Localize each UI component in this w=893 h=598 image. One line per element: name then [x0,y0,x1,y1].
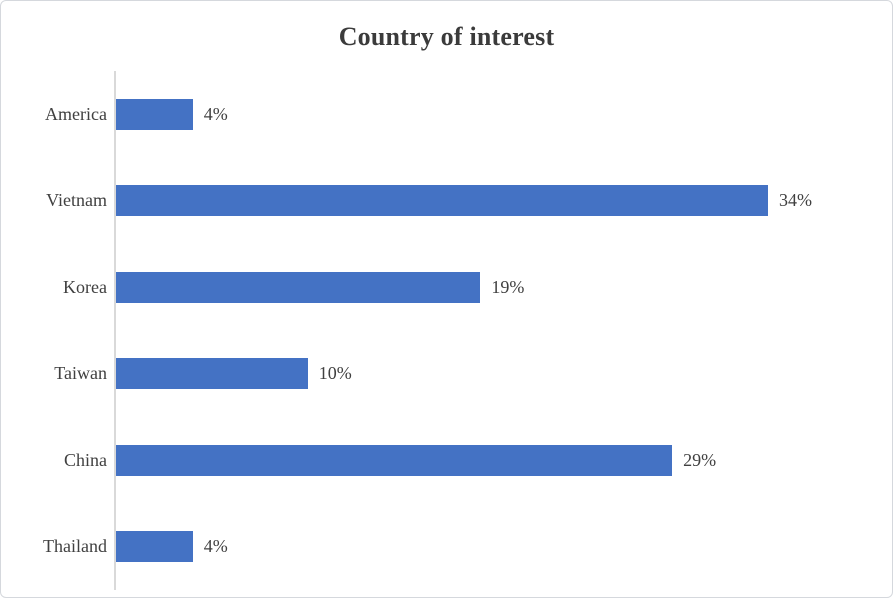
value-label: 34% [778,190,812,211]
bar [116,98,193,130]
category-label: China [64,449,107,470]
value-label: 10% [318,363,352,384]
category-label: Thailand [43,536,107,557]
bar [116,531,193,563]
bar-track: 4% [114,71,883,158]
value-label: 29% [683,449,717,470]
chart-rows: America 4% Vietnam 34% Korea 19% Taiwan 10% Chin… [9,71,883,590]
bar [116,271,481,303]
category-label: Korea [63,276,107,297]
value-label: 4% [203,103,228,124]
chart-row: Thailand 4% [9,503,883,590]
bar-track: 34% [114,157,883,244]
value-label: 4% [203,536,228,557]
bar-track: 19% [114,244,883,331]
bar [116,444,673,476]
chart-title: Country of interest [338,22,555,51]
chart-row: America 4% [9,71,883,158]
bar [116,185,768,217]
category-label: Vietnam [46,190,107,211]
bar [116,358,308,390]
category-label: Taiwan [54,363,107,384]
category-label: America [45,103,107,124]
chart-row: China 29% [9,417,883,504]
chart-row: Korea 19% [9,244,883,331]
chart-row: Vietnam 34% [9,157,883,244]
value-label: 19% [491,276,525,297]
bar-track: 29% [114,417,883,504]
bar-track: 10% [114,330,883,417]
bar-track: 4% [114,503,883,590]
chart-row: Taiwan 10% [9,330,883,417]
